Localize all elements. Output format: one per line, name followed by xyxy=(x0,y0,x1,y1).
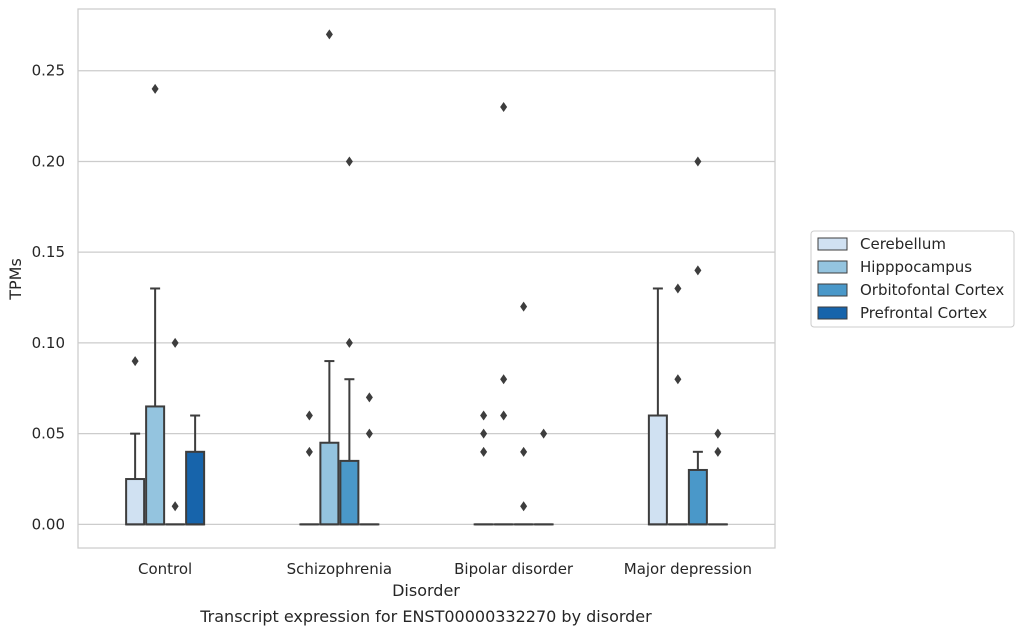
outlier-point xyxy=(171,501,179,512)
outlier-point xyxy=(714,446,722,457)
outlier-point xyxy=(520,501,528,512)
y-tick-label: 0.20 xyxy=(32,152,65,170)
x-axis-label: Disorder xyxy=(392,581,460,600)
box-series-layer xyxy=(125,29,728,526)
box xyxy=(125,478,146,526)
outlier-point xyxy=(520,446,528,457)
box-group xyxy=(533,428,554,526)
y-tick-label: 0.05 xyxy=(32,425,65,443)
y-axis-label: TPMs xyxy=(6,258,25,301)
outlier-point xyxy=(540,428,548,439)
outlier-point xyxy=(674,374,682,385)
outlier-point xyxy=(365,392,373,403)
x-tick-label: Control xyxy=(138,560,192,578)
box xyxy=(319,441,340,526)
box-group xyxy=(707,428,728,526)
chart-caption: Transcript expression for ENST0000033227… xyxy=(199,607,652,626)
box xyxy=(185,450,206,526)
outlier-point xyxy=(674,283,682,294)
box-group xyxy=(473,410,494,526)
legend-swatch xyxy=(817,283,848,297)
box-group xyxy=(687,156,708,526)
y-tick-label: 0.00 xyxy=(32,515,65,533)
box-group xyxy=(513,301,534,526)
gridlines xyxy=(78,70,775,526)
box-group xyxy=(299,410,320,526)
box-group xyxy=(339,156,360,526)
outlier-point xyxy=(480,446,488,457)
legend-label: Cerebellum xyxy=(860,235,946,253)
outlier-point xyxy=(480,428,488,439)
x-tick-labels: Control Schizophrenia Bipolar disorder Majo… xyxy=(138,560,752,578)
outlier-point xyxy=(500,410,508,421)
outlier-point xyxy=(694,156,702,167)
y-tick-label: 0.15 xyxy=(32,243,65,261)
outlier-point xyxy=(480,410,488,421)
legend: Cerebellum Hipppocampus Orbitofontal Corte… xyxy=(810,230,1015,328)
outlier-point xyxy=(171,337,179,348)
legend-swatch xyxy=(817,306,848,320)
plot-frame xyxy=(77,8,776,549)
outlier-point xyxy=(305,446,313,457)
box xyxy=(339,459,360,526)
outlier-point xyxy=(151,83,159,94)
outlier-point xyxy=(500,102,508,112)
legend-label: Orbitofontal Cortex xyxy=(860,281,1004,299)
outlier-point xyxy=(345,156,353,167)
legend-swatch xyxy=(817,237,848,251)
outlier-point xyxy=(131,356,139,367)
box xyxy=(145,405,166,526)
x-tick-label: Schizophrenia xyxy=(287,560,392,578)
outlier-point xyxy=(694,265,702,276)
box-group xyxy=(359,392,380,526)
x-tick-label: Major depression xyxy=(624,560,752,578)
box xyxy=(687,468,708,526)
legend-swatch xyxy=(817,260,848,274)
outlier-point xyxy=(500,374,508,385)
outlier-point xyxy=(305,410,313,421)
box-group xyxy=(185,414,206,526)
outlier-point xyxy=(714,428,722,439)
box xyxy=(647,414,668,526)
x-tick-label: Bipolar disorder xyxy=(454,560,574,578)
box-group xyxy=(125,356,146,526)
box-group xyxy=(165,337,186,526)
outlier-point xyxy=(325,29,333,40)
outlier-point xyxy=(345,337,353,348)
legend-label: Hipppocampus xyxy=(860,258,972,276)
outlier-point xyxy=(365,428,373,439)
box-group xyxy=(493,102,514,526)
box-group xyxy=(667,283,688,526)
y-tick-label: 0.10 xyxy=(32,334,65,352)
outlier-point xyxy=(520,301,528,312)
box-group xyxy=(647,287,668,526)
box-group xyxy=(319,29,340,526)
legend-label: Prefrontal Cortex xyxy=(860,304,987,322)
y-tick-labels: 0.00 0.05 0.10 0.15 0.20 0.25 xyxy=(32,62,65,534)
y-tick-label: 0.25 xyxy=(32,62,65,80)
box-group xyxy=(145,83,166,526)
legend-frame xyxy=(810,230,1015,328)
